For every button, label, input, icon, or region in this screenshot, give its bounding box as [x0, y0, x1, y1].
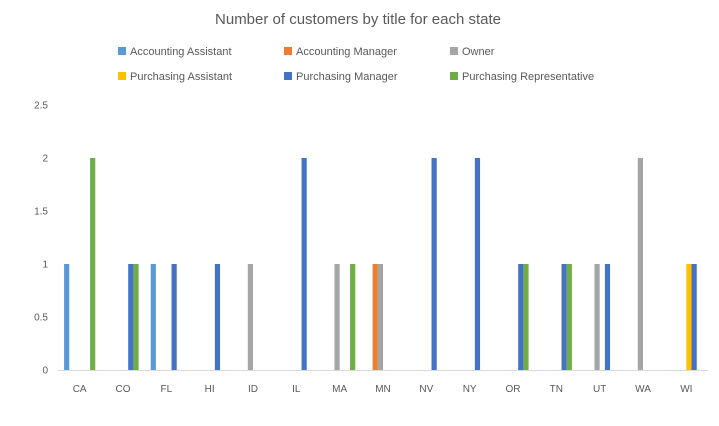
y-axis: 0 0.5 1 1.5 2 2.5: [34, 101, 48, 377]
bar-hi-4: [214, 264, 221, 370]
bar-ma-5: [350, 264, 356, 370]
bar-or-4: [518, 264, 524, 370]
x-tick-label: CO: [116, 384, 131, 395]
bar-ma-2: [334, 264, 340, 370]
x-tick-label: OR: [506, 384, 521, 395]
bar-wi-3: [686, 264, 692, 370]
y-tick-label: 0.5: [34, 313, 48, 324]
x-tick-label: HI: [205, 384, 215, 395]
legend-swatch-1: [284, 47, 292, 55]
bar-ut-4: [604, 264, 611, 370]
bar-mn-1: [372, 264, 378, 370]
bar-co-5: [133, 264, 139, 370]
bar-wi-4: [691, 264, 697, 370]
x-axis: CA CO FL HI ID IL MA MN NV NY OR TN UT WA WI: [73, 384, 693, 395]
y-tick-label: 1: [42, 260, 48, 271]
y-tick-label: 2: [42, 154, 48, 165]
x-tick-label: FL: [160, 384, 172, 395]
y-tick-label: 0: [42, 366, 48, 377]
bar-co-4: [128, 264, 134, 370]
bar-ut-2: [594, 264, 600, 370]
legend-label-3: Purchasing Assistant: [130, 71, 232, 83]
legend-label-5: Purchasing Representative: [462, 71, 594, 83]
bars: [64, 158, 697, 370]
legend-label-4: Purchasing Manager: [296, 71, 398, 83]
bar-or-5: [523, 264, 529, 370]
bar-id-2: [247, 264, 253, 370]
x-tick-label: MN: [375, 384, 391, 395]
legend-label-2: Owner: [462, 46, 495, 58]
x-tick-label: NY: [463, 384, 477, 395]
x-tick-label: NV: [419, 384, 433, 395]
bar-mn-2: [377, 264, 383, 370]
legend-swatch-4: [284, 72, 292, 80]
bar-ca-0: [64, 264, 70, 370]
bar-ny-4: [474, 158, 481, 370]
chart-title: Number of customers by title for each st…: [215, 11, 501, 28]
x-tick-label: CA: [73, 384, 87, 395]
x-tick-label: MA: [332, 384, 347, 395]
bar-tn-4: [561, 264, 567, 370]
legend-swatch-2: [450, 47, 458, 55]
legend-label-1: Accounting Manager: [296, 46, 397, 58]
x-tick-label: WI: [680, 384, 692, 395]
x-tick-label: ID: [248, 384, 258, 395]
bar-fl-0: [150, 264, 156, 370]
x-tick-label: WA: [635, 384, 651, 395]
legend-swatch-5: [450, 72, 458, 80]
x-tick-label: UT: [593, 384, 606, 395]
bar-ca-5: [90, 158, 96, 370]
legend-label-0: Accounting Assistant: [130, 46, 232, 58]
legend: Accounting Assistant Accounting Manager Ow…: [118, 46, 594, 83]
x-tick-label: TN: [550, 384, 563, 395]
bar-il-4: [301, 158, 307, 370]
bar-wa-2: [637, 158, 643, 370]
legend-swatch-0: [118, 47, 126, 55]
bar-nv-4: [431, 158, 437, 370]
bar-fl-4: [171, 264, 177, 370]
y-tick-label: 2.5: [34, 101, 48, 112]
x-tick-label: IL: [292, 384, 301, 395]
legend-swatch-3: [118, 72, 126, 80]
y-tick-label: 1.5: [34, 207, 48, 218]
bar-tn-5: [566, 264, 572, 370]
